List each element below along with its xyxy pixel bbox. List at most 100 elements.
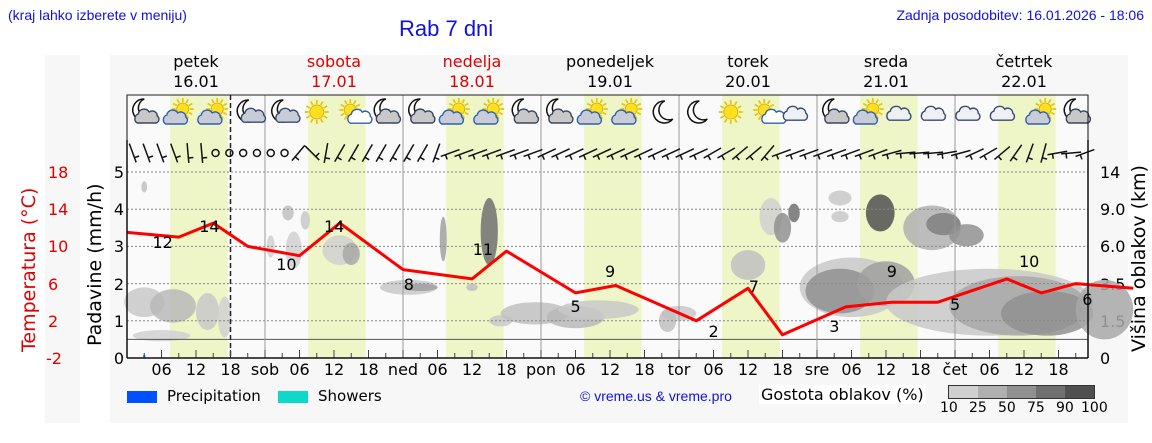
wind-barb-icon — [826, 148, 847, 160]
x-tick: 06 — [151, 360, 172, 379]
grid-lines — [127, 95, 1088, 358]
x-tick: 06 — [703, 360, 724, 379]
wind-barb-icon — [578, 148, 598, 160]
wind-barb-icon — [799, 148, 819, 160]
sun-cloud-icon — [852, 98, 884, 125]
x-tick: 06 — [289, 360, 310, 379]
precip-tick: 5 — [113, 163, 124, 182]
cloud-height-tick: 14 — [1100, 163, 1121, 182]
colorbar-segment — [949, 386, 978, 398]
wind-barb-icon — [771, 148, 792, 160]
legend-precipitation-swatch — [127, 391, 157, 403]
x-tick: 06 — [979, 360, 1000, 379]
wind-barb-icon — [280, 148, 289, 158]
precip-tick: 4 — [113, 200, 124, 220]
wind-barb-icon — [592, 148, 612, 160]
wind-barb-icon — [606, 148, 626, 160]
wind-barb-icon — [481, 148, 502, 160]
colorbar-segment — [978, 386, 1007, 398]
moon-cloud-icon — [132, 98, 160, 124]
temp-label: 5 — [950, 295, 961, 314]
wind-barb-icon — [813, 148, 833, 160]
wind-barb-icon — [416, 143, 429, 163]
sun-cloud-icon — [1025, 98, 1057, 125]
wind-barb-icon — [745, 145, 762, 161]
cloud-icon — [989, 105, 1016, 121]
wind-barb-icon — [454, 148, 474, 160]
x-tick: 18 — [220, 360, 241, 379]
wind-barb-icon — [509, 148, 529, 160]
colorbar-segment — [1065, 386, 1094, 398]
temp-label: 2 — [708, 322, 719, 341]
wind-barb-icon — [1075, 148, 1095, 160]
precip-tick: 1 — [113, 311, 124, 331]
x-tick: 18 — [358, 360, 379, 379]
wind-barb-icon — [965, 148, 984, 160]
temp-label: 11 — [472, 240, 494, 259]
copyright-link[interactable]: © vreme.us & vreme.pro — [580, 388, 732, 404]
colorbar-tick: 10 — [940, 400, 958, 416]
axes-frame — [126, 94, 1089, 359]
wind-barb-icon — [1025, 143, 1034, 163]
colorbar-tick: 90 — [1056, 400, 1074, 416]
x-tick: 12 — [875, 360, 897, 379]
wind-barb-icon — [1009, 144, 1023, 162]
temp-axis-panel — [45, 55, 80, 423]
sun-icon — [304, 100, 329, 124]
wind-barb-icon — [266, 148, 275, 158]
x-tick: 06 — [427, 360, 448, 379]
sun-cloud-icon — [162, 98, 194, 125]
wind-barb-icon — [1047, 150, 1068, 159]
colorbar-tick: 75 — [1027, 400, 1045, 416]
wind-barb-icon — [881, 149, 902, 160]
temp-label: 10 — [1019, 252, 1040, 271]
x-tick: 06 — [841, 360, 862, 379]
wind-barb-icon — [440, 148, 460, 160]
precip-tick: 2 — [113, 274, 124, 294]
wind-barb-icon — [468, 148, 488, 160]
cloud-height-tick: 6.0 — [1100, 237, 1126, 257]
moon-cloud-icon — [822, 98, 850, 124]
wind-barb-icon — [225, 148, 234, 158]
moon-cloud-icon — [408, 98, 436, 124]
day-label-22.01: četrtek 22.01 — [995, 52, 1053, 91]
wind-barb-icon — [785, 148, 805, 160]
x-tick: 06 — [565, 360, 586, 379]
temp-label: 5 — [570, 297, 581, 316]
wind-barb-icon — [731, 145, 749, 161]
temp-label: 3 — [829, 317, 840, 336]
wind-barb-icon — [950, 149, 971, 160]
x-tick: tor — [667, 360, 691, 379]
x-tick: 12 — [185, 360, 207, 379]
day-label-17.01: sobota 17.01 — [306, 52, 362, 91]
cloud-height-tick: 9.0 — [1100, 200, 1126, 220]
wind-barb-icon — [375, 143, 387, 163]
wind-barb-icon — [689, 148, 708, 160]
wind-barb-icon — [895, 151, 916, 159]
moon-cloud-icon — [373, 98, 402, 124]
wind-barb-icon — [323, 143, 331, 163]
temp-label: 7 — [748, 277, 759, 296]
sun-cloud-icon — [576, 98, 608, 125]
sun-cloud-icon — [473, 98, 505, 125]
sun-cloud-small-icon — [339, 99, 373, 124]
colorbar-tick: 50 — [998, 400, 1016, 416]
wind-barb-icon — [675, 148, 695, 160]
wind-barb-icon — [923, 151, 944, 159]
x-tick: sob — [250, 360, 280, 379]
colorbar-segment — [1007, 386, 1036, 398]
temp-tick: 10 — [48, 237, 69, 257]
wind-barb-icon — [909, 151, 930, 159]
sun-cloud-icon — [197, 98, 229, 125]
cloud-icon — [920, 105, 947, 121]
temp-tick: 2 — [48, 311, 59, 331]
colorbar-tick: 100 — [1081, 400, 1108, 416]
cloud-icon — [782, 105, 809, 121]
wind-barb-icon — [495, 148, 516, 160]
x-tick: čet — [942, 360, 968, 379]
x-tick: 18 — [772, 360, 793, 379]
cloud-height-tick: 0 — [1100, 349, 1111, 368]
wind-barb-icon — [537, 148, 557, 160]
precip-tick: 0 — [113, 349, 124, 368]
